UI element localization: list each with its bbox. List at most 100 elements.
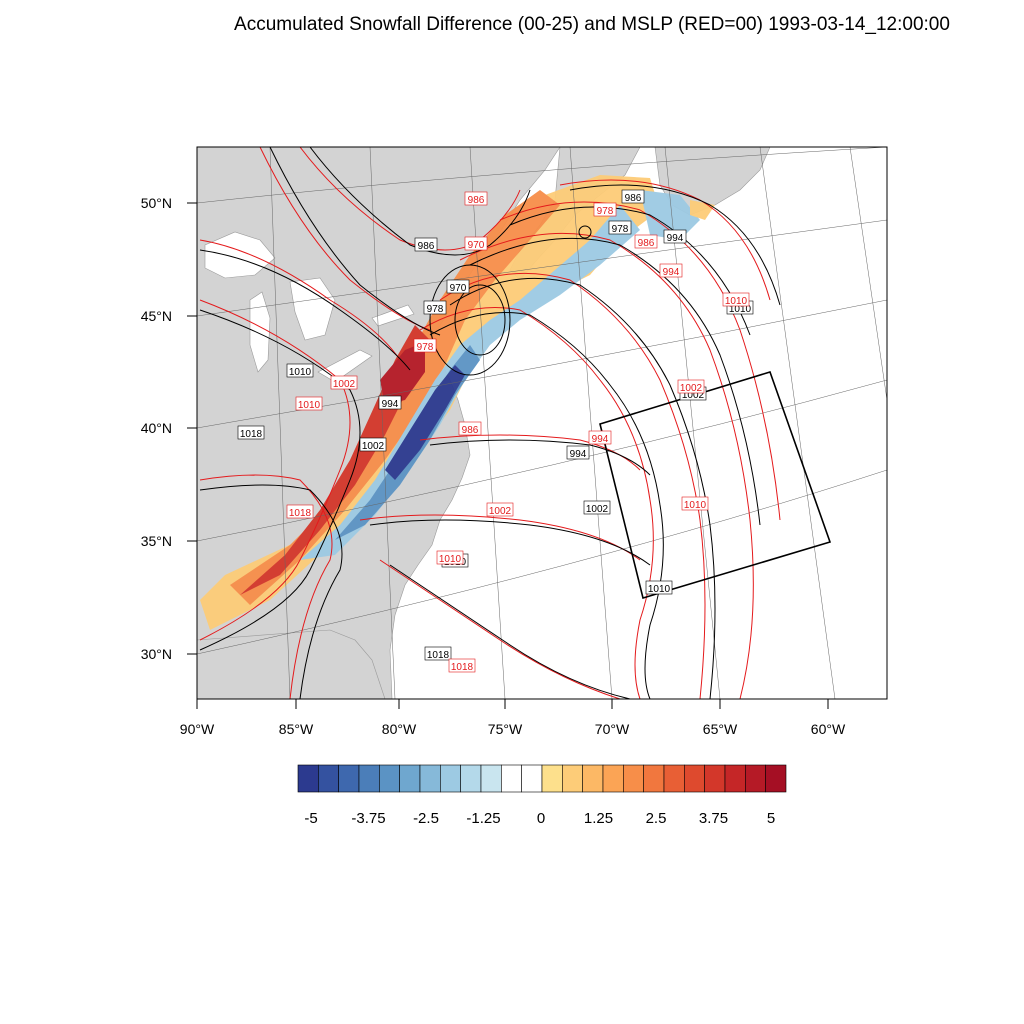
svg-text:1010: 1010 xyxy=(439,554,462,565)
lon-label: 70°W xyxy=(595,721,630,737)
contour-label: 1002 xyxy=(359,437,387,452)
colorbar-swatch xyxy=(582,764,604,793)
svg-text:994: 994 xyxy=(663,267,680,278)
contour-label: 978 xyxy=(608,220,632,235)
svg-text:1002: 1002 xyxy=(333,379,356,390)
contour-label: 1018 xyxy=(237,425,265,440)
colorbar-tick-label: -2.5 xyxy=(413,810,439,827)
colorbar xyxy=(297,764,787,793)
contour-label: 1010 xyxy=(286,363,314,378)
svg-text:1010: 1010 xyxy=(725,296,748,307)
colorbar-swatch xyxy=(521,764,543,793)
lon-label: 75°W xyxy=(488,721,523,737)
svg-text:1002: 1002 xyxy=(586,504,609,515)
svg-text:994: 994 xyxy=(570,449,587,460)
lon-label: 90°W xyxy=(180,721,215,737)
svg-text:994: 994 xyxy=(667,233,684,244)
colorbar-swatch xyxy=(663,764,685,793)
svg-text:986: 986 xyxy=(625,193,642,204)
svg-text:1018: 1018 xyxy=(427,650,450,661)
colorbar-tick-label: 0 xyxy=(537,810,545,827)
contour-label: 986 xyxy=(414,237,438,252)
colorbar-tick-label: 3.75 xyxy=(699,810,728,827)
lat-label: 30°N xyxy=(141,646,172,662)
contour-label: 994 xyxy=(378,395,402,410)
contour-label: 1002 xyxy=(486,502,514,517)
svg-text:1002: 1002 xyxy=(362,441,385,452)
svg-text:1010: 1010 xyxy=(289,367,312,378)
lon-label: 85°W xyxy=(279,721,314,737)
colorbar-tick-label: -5 xyxy=(304,810,317,827)
colorbar-swatch xyxy=(501,764,522,793)
svg-text:970: 970 xyxy=(450,283,467,294)
lake-michigan xyxy=(249,291,271,373)
map-title: Accumulated Snowfall Difference (00-25) … xyxy=(234,14,950,35)
lat-label: 40°N xyxy=(141,420,172,436)
lake-erie xyxy=(317,349,373,383)
colorbar-swatch xyxy=(745,764,766,793)
colorbar-tick-label: 2.5 xyxy=(646,810,667,827)
colorbar-swatch xyxy=(460,764,482,793)
svg-text:1010: 1010 xyxy=(648,584,671,595)
svg-text:1018: 1018 xyxy=(451,662,474,673)
contour-label: 970 xyxy=(464,236,488,251)
colorbar-swatch xyxy=(297,764,319,793)
colorbar-swatch xyxy=(541,764,563,793)
colorbar-swatch xyxy=(684,764,705,793)
lat-label: 50°N xyxy=(141,195,172,211)
svg-text:1002: 1002 xyxy=(680,383,703,394)
lat-label: 35°N xyxy=(141,533,172,549)
contour-label: 1010 xyxy=(681,496,709,511)
lake-huron xyxy=(289,277,336,341)
contour-label: 994 xyxy=(566,445,590,460)
svg-text:1010: 1010 xyxy=(684,500,707,511)
svg-text:986: 986 xyxy=(638,238,655,249)
contour-label: 978 xyxy=(423,300,447,315)
colorbar-swatch xyxy=(419,764,441,793)
contour-label: 1010 xyxy=(645,580,673,595)
svg-text:994: 994 xyxy=(382,399,399,410)
colorbar-swatch xyxy=(338,764,360,793)
svg-text:1010: 1010 xyxy=(729,304,752,315)
colorbar-tick-label: 5 xyxy=(767,810,775,827)
longitude-axis xyxy=(196,699,829,709)
svg-text:978: 978 xyxy=(417,342,434,353)
colorbar-swatch xyxy=(440,764,461,793)
colorbar-swatch xyxy=(318,764,339,793)
svg-text:978: 978 xyxy=(597,206,614,217)
colorbar-swatch xyxy=(724,764,746,793)
svg-text:986: 986 xyxy=(418,241,435,252)
svg-text:986: 986 xyxy=(468,195,485,206)
colorbar-tick-label: -1.25 xyxy=(466,810,500,827)
contour-label: 1018 xyxy=(286,504,314,519)
lake-ontario xyxy=(371,304,415,327)
svg-text:1002: 1002 xyxy=(682,390,705,401)
svg-text:986: 986 xyxy=(462,425,479,436)
contour-label: 978 xyxy=(413,338,437,353)
contour-label: 1010 xyxy=(295,396,323,411)
contour-label: 986 xyxy=(621,189,645,204)
svg-text:994: 994 xyxy=(592,434,609,445)
contour-label: 994 xyxy=(659,263,683,278)
colorbar-tick-label: 1.25 xyxy=(584,810,613,827)
colorbar-swatch xyxy=(765,764,787,793)
contour-label: 994 xyxy=(588,430,612,445)
lon-label: 65°W xyxy=(703,721,738,737)
contour-label: 1018 xyxy=(424,646,452,661)
colorbar-swatch xyxy=(623,764,644,793)
contour-label: 986 xyxy=(458,421,482,436)
colorbar-swatch xyxy=(704,764,726,793)
lake-superior xyxy=(204,231,276,279)
svg-text:1002: 1002 xyxy=(489,506,512,517)
colorbar-swatch xyxy=(602,764,624,793)
lat-label: 45°N xyxy=(141,308,172,324)
lon-label: 80°W xyxy=(382,721,417,737)
colorbar-swatch xyxy=(379,764,400,793)
latitude-axis xyxy=(187,202,197,655)
contour-label: 986 xyxy=(634,234,658,249)
svg-text:1010: 1010 xyxy=(298,400,321,411)
contour-label: 1002 xyxy=(330,375,358,390)
svg-text:1018: 1018 xyxy=(240,429,263,440)
land-florida xyxy=(197,629,386,699)
